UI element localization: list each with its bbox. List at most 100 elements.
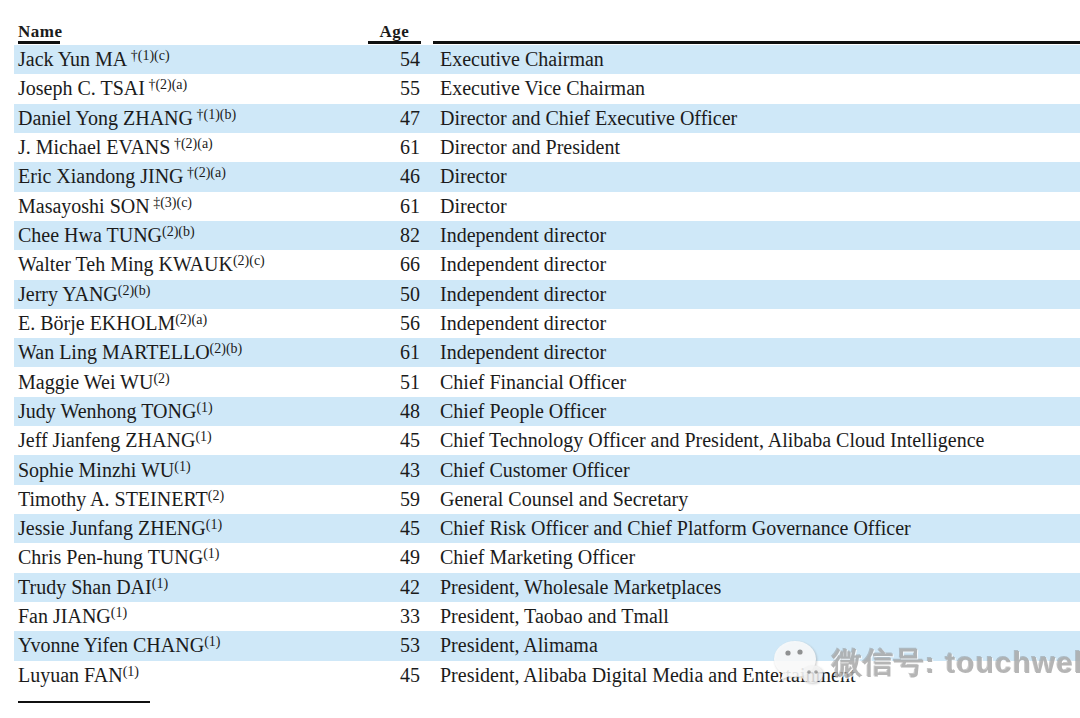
table-row: Jeff Jianfeng ZHANG(1) 45 Chief Technolo… bbox=[14, 426, 1080, 455]
person-position: President, Wholesale Marketplaces bbox=[420, 573, 1080, 602]
name-age-cell: Wan Ling MARTELLO(2)(b) 61 bbox=[14, 338, 420, 367]
footnote-marker: (2)(b) bbox=[162, 224, 195, 239]
person-position: Independent director bbox=[420, 309, 1080, 338]
person-name: Jeff Jianfeng ZHANG(1) bbox=[18, 429, 212, 452]
person-name: Jessie Junfang ZHENG(1) bbox=[18, 517, 222, 540]
person-position: Director and Chief Executive Officer bbox=[420, 104, 1080, 133]
person-age: 45 bbox=[400, 517, 420, 540]
footnote-marker: (2)(c) bbox=[233, 253, 265, 268]
person-position: Chief Marketing Officer bbox=[420, 543, 1080, 572]
person-name-text: Jack Yun MA bbox=[18, 48, 127, 70]
table-row: Eric Xiandong JING †(2)(a) 46 Director bbox=[14, 162, 1080, 191]
person-name-text: Jeff Jianfeng ZHANG bbox=[18, 429, 195, 451]
name-age-cell: Jerry YANG(2)(b) 50 bbox=[14, 280, 420, 309]
person-position: Independent director bbox=[420, 338, 1080, 367]
name-age-cell: Eric Xiandong JING †(2)(a) 46 bbox=[14, 162, 420, 191]
person-position: President, Taobao and Tmall bbox=[420, 602, 1080, 631]
name-header-rule bbox=[18, 41, 60, 44]
person-age: 45 bbox=[400, 664, 420, 687]
footnote-marker: (2)(b) bbox=[118, 283, 151, 298]
person-age: 48 bbox=[400, 400, 420, 423]
person-position: Director bbox=[420, 192, 1080, 221]
person-name: J. Michael EVANS †(2)(a) bbox=[18, 136, 213, 159]
footnote-marker: (2) bbox=[208, 488, 224, 503]
table-row: Masayoshi SON ‡(3)(c) 61 Director bbox=[14, 192, 1080, 221]
person-name-text: Jessie Junfang ZHENG bbox=[18, 517, 206, 539]
footnote-marker: (1) bbox=[196, 400, 212, 415]
person-name-text: E. Börje EKHOLM bbox=[18, 312, 175, 334]
person-name: Chris Pen-hung TUNG(1) bbox=[18, 546, 220, 569]
person-position: Chief Customer Officer bbox=[420, 455, 1080, 484]
footnote-marker: (1) bbox=[195, 429, 211, 444]
person-name: Fan JIANG(1) bbox=[18, 605, 127, 628]
person-name-text: Sophie Minzhi WU bbox=[18, 459, 174, 481]
name-age-cell: Daniel Yong ZHANG †(1)(b) 47 bbox=[14, 104, 420, 133]
table-row: Timothy A. STEINERT(2) 59 General Counse… bbox=[14, 485, 1080, 514]
person-age: 61 bbox=[400, 136, 420, 159]
table-row: E. Börje EKHOLM(2)(a) 56 Independent dir… bbox=[14, 309, 1080, 338]
person-name-text: Masayoshi SON bbox=[18, 195, 150, 217]
person-name: Luyuan FAN(1) bbox=[18, 664, 139, 687]
footnote-rule bbox=[18, 701, 150, 703]
column-header-age: Age bbox=[368, 22, 421, 42]
name-age-cell: Joseph C. TSAI †(2)(a) 55 bbox=[14, 74, 420, 103]
person-age: 46 bbox=[400, 165, 420, 188]
table-row: Judy Wenhong TONG(1) 48 Chief People Off… bbox=[14, 397, 1080, 426]
person-name-text: Judy Wenhong TONG bbox=[18, 400, 196, 422]
person-age: 53 bbox=[400, 634, 420, 657]
name-age-cell: Timothy A. STEINERT(2) 59 bbox=[14, 485, 420, 514]
person-position: Chief Risk Officer and Chief Platform Go… bbox=[420, 514, 1080, 543]
person-position: Director bbox=[420, 162, 1080, 191]
person-name-text: J. Michael EVANS bbox=[18, 136, 170, 158]
table-row: Luyuan FAN(1) 45 President, Alibaba Digi… bbox=[14, 661, 1080, 690]
person-age: 49 bbox=[400, 546, 420, 569]
person-name: Judy Wenhong TONG(1) bbox=[18, 400, 213, 423]
name-age-cell: Maggie Wei WU(2) 51 bbox=[14, 367, 420, 396]
name-age-cell: Sophie Minzhi WU(1) 43 bbox=[14, 455, 420, 484]
name-age-cell: Jeff Jianfeng ZHANG(1) 45 bbox=[14, 426, 420, 455]
person-age: 59 bbox=[400, 488, 420, 511]
person-name-text: Eric Xiandong JING bbox=[18, 165, 184, 187]
person-age: 55 bbox=[400, 77, 420, 100]
footnote-marker: †(2)(a) bbox=[170, 136, 212, 151]
person-age: 43 bbox=[400, 459, 420, 482]
table-row: Walter Teh Ming KWAUK(2)(c) 66 Independe… bbox=[14, 250, 1080, 279]
table-row: Sophie Minzhi WU(1) 43 Chief Customer Of… bbox=[14, 455, 1080, 484]
name-age-cell: E. Börje EKHOLM(2)(a) 56 bbox=[14, 309, 420, 338]
table-row: Daniel Yong ZHANG †(1)(b) 47 Director an… bbox=[14, 104, 1080, 133]
footnote-marker: †(2)(a) bbox=[184, 165, 226, 180]
table-row: Jack Yun MA †(1)(c) 54 Executive Chairma… bbox=[14, 45, 1080, 74]
person-position: Executive Vice Chairman bbox=[420, 74, 1080, 103]
name-age-cell: Masayoshi SON ‡(3)(c) 61 bbox=[14, 192, 420, 221]
person-name: Daniel Yong ZHANG †(1)(b) bbox=[18, 107, 236, 130]
person-name: Yvonne Yifen CHANG(1) bbox=[18, 634, 220, 657]
name-age-cell: Fan JIANG(1) 33 bbox=[14, 602, 420, 631]
person-name-text: Timothy A. STEINERT bbox=[18, 488, 208, 510]
person-name: Sophie Minzhi WU(1) bbox=[18, 459, 191, 482]
person-name: Chee Hwa TUNG(2)(b) bbox=[18, 224, 195, 247]
name-age-cell: J. Michael EVANS †(2)(a) 61 bbox=[14, 133, 420, 162]
person-name-text: Jerry YANG bbox=[18, 283, 118, 305]
person-age: 33 bbox=[400, 605, 420, 628]
name-age-cell: Walter Teh Ming KWAUK(2)(c) 66 bbox=[14, 250, 420, 279]
table-row: Jessie Junfang ZHENG(1) 45 Chief Risk Of… bbox=[14, 514, 1080, 543]
person-position: Chief Technology Officer and President, … bbox=[420, 426, 1080, 455]
table-row: Jerry YANG(2)(b) 50 Independent director bbox=[14, 280, 1080, 309]
table-row: Chee Hwa TUNG(2)(b) 82 Independent direc… bbox=[14, 221, 1080, 250]
person-name: Wan Ling MARTELLO(2)(b) bbox=[18, 341, 242, 364]
column-header-name: Name bbox=[18, 22, 62, 42]
name-age-cell: Jack Yun MA †(1)(c) 54 bbox=[14, 45, 420, 74]
footnote-marker: (1) bbox=[152, 576, 168, 591]
name-age-cell: Chee Hwa TUNG(2)(b) 82 bbox=[14, 221, 420, 250]
table-row: Wan Ling MARTELLO(2)(b) 61 Independent d… bbox=[14, 338, 1080, 367]
footnote-marker: (1) bbox=[111, 605, 127, 620]
person-age: 51 bbox=[400, 371, 420, 394]
person-name: Maggie Wei WU(2) bbox=[18, 371, 170, 394]
person-name-text: Wan Ling MARTELLO bbox=[18, 341, 210, 363]
footnote-marker: †(1)(b) bbox=[193, 107, 236, 122]
person-age: 82 bbox=[400, 224, 420, 247]
person-age: 54 bbox=[400, 48, 420, 71]
table-row: J. Michael EVANS †(2)(a) 61 Director and… bbox=[14, 133, 1080, 162]
footnote-marker: (2) bbox=[153, 371, 169, 386]
person-position: Independent director bbox=[420, 221, 1080, 250]
